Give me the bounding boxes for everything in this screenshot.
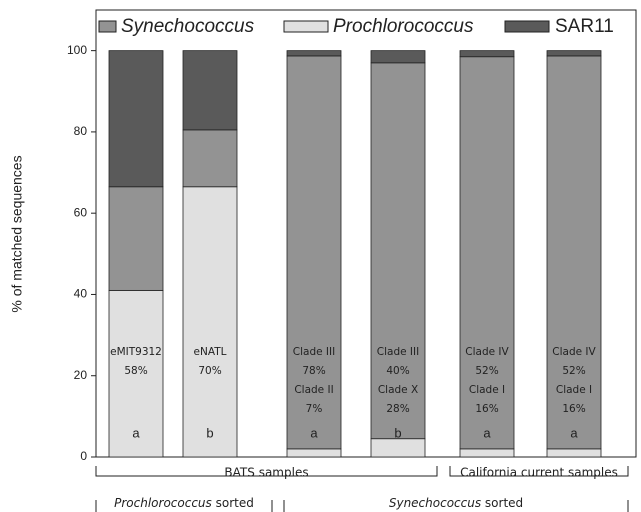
sort-bracket xyxy=(95,500,273,512)
group-bracket xyxy=(95,466,438,477)
significance-letter: a xyxy=(132,425,140,440)
bar-segment xyxy=(370,50,426,64)
bar-segment xyxy=(286,55,342,450)
bar-segment xyxy=(286,448,342,458)
bar-annotation: Clade III xyxy=(377,346,419,358)
bar-annotation: Clade III xyxy=(293,346,335,358)
bar-segment xyxy=(370,438,426,458)
significance-letter: b xyxy=(394,425,401,440)
bar-annotation: Clade IV xyxy=(552,346,596,358)
significance-letter: b xyxy=(206,425,213,440)
bar-annotation: Clade I xyxy=(556,384,592,396)
bar-segment xyxy=(182,129,238,188)
plot-frame xyxy=(95,9,637,458)
group-bracket xyxy=(449,466,629,477)
bar-segment xyxy=(459,50,515,58)
bar-segment xyxy=(546,50,602,57)
y-tick-label: 80 xyxy=(74,124,88,138)
bar-segment xyxy=(286,50,342,57)
sort-suffix: sorted xyxy=(485,496,523,510)
legend-swatch xyxy=(98,20,117,33)
y-axis-label: % of matched sequences xyxy=(9,155,25,312)
sort-bracket xyxy=(283,500,629,512)
bar-annotation: Clade I xyxy=(469,384,505,396)
sort-name: Prochlorococcus xyxy=(114,496,212,510)
bar-annotation: 28% xyxy=(386,403,409,415)
legend-label: Prochlorococcus xyxy=(333,16,474,37)
group-label: California current samples xyxy=(460,466,618,480)
bar-annotation: Clade X xyxy=(378,384,418,396)
bar-segment xyxy=(108,50,164,188)
bar-annotation: eMIT9312 xyxy=(110,346,162,358)
bar-annotation: 58% xyxy=(124,365,147,377)
sort-name: Synechococcus xyxy=(389,496,481,510)
bar-segment xyxy=(459,448,515,458)
bar-annotation: 52% xyxy=(562,365,585,377)
y-tick-label: 60 xyxy=(74,205,88,219)
bar-annotation: eNATL xyxy=(194,346,227,358)
y-tick-label: 100 xyxy=(67,43,87,57)
group-label: BATS samples xyxy=(224,466,308,480)
bar-segment xyxy=(182,186,238,458)
y-tick-label: 0 xyxy=(80,449,87,463)
bar-segment xyxy=(370,62,426,440)
bar-annotation: 16% xyxy=(562,403,585,415)
bar-annotation: 78% xyxy=(302,365,325,377)
significance-letter: a xyxy=(483,425,491,440)
significance-letter: a xyxy=(310,425,318,440)
sort-label: Prochlorococcus sorted xyxy=(114,496,254,510)
sort-label: Synechococcus sorted xyxy=(389,496,523,510)
bar-annotation: 7% xyxy=(306,403,323,415)
bar-annotation: 70% xyxy=(198,365,221,377)
bar-annotation: Clade IV xyxy=(465,346,509,358)
bar-segment xyxy=(546,55,602,450)
bar-annotation: Clade II xyxy=(294,384,333,396)
bar-segment xyxy=(546,448,602,458)
legend-label: SAR11 xyxy=(555,16,614,37)
sort-suffix: sorted xyxy=(216,496,254,510)
y-tick-label: 40 xyxy=(74,287,88,301)
bar-segment xyxy=(108,186,164,291)
bar-annotation: 16% xyxy=(475,403,498,415)
bar-annotation: 40% xyxy=(386,365,409,377)
y-tick-label: 20 xyxy=(74,368,88,382)
legend-swatch xyxy=(504,20,550,33)
legend-swatch xyxy=(283,20,329,33)
significance-letter: a xyxy=(570,425,578,440)
bar-annotation: 52% xyxy=(475,365,498,377)
legend-label: Synechococcus xyxy=(121,16,255,37)
bar-segment xyxy=(459,56,515,450)
bar-segment xyxy=(182,50,238,131)
